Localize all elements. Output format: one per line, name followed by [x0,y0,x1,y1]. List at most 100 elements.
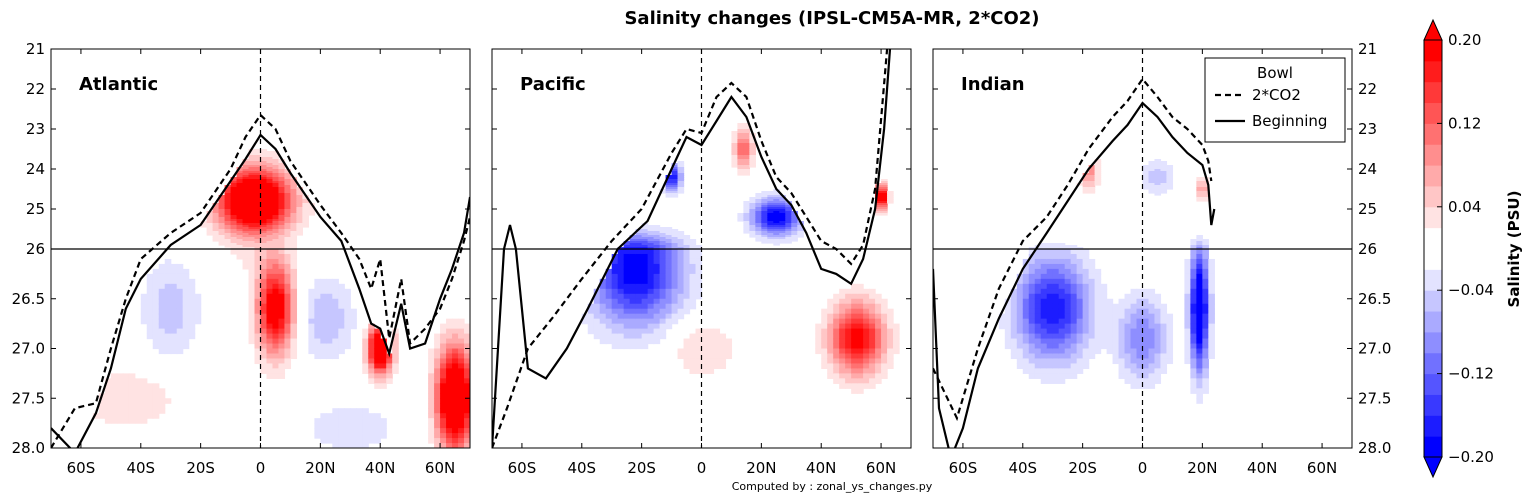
heatmap-cell [749,217,756,220]
heatmap-cell [689,288,697,295]
heatmap-cell [761,209,768,212]
heatmap-cell [338,283,345,290]
heatmap-cell [200,223,208,226]
heatmap-cell [653,288,661,295]
heatmap-cell [767,233,774,236]
heatmap-cell [308,348,315,355]
heatmap-cell [863,378,870,384]
heatmap-cell [230,191,238,194]
heatmap-cell [296,195,303,198]
heatmap-cell [833,368,840,374]
heatmap-cell [362,368,369,374]
y-tick-label-left: 28.0 [12,439,45,457]
heatmap-cell [1094,179,1102,182]
heatmap-cell [737,163,744,166]
heatmap-cell [671,171,679,174]
heatmap-cell [206,221,214,224]
heatmap-cell [785,221,792,224]
heatmap-cell [623,263,631,270]
heatmap-cell [653,278,661,285]
heatmap-cell [1058,278,1066,285]
heatmap-cell [773,219,780,222]
heatmap-cell [1202,358,1209,365]
heatmap-cell [1028,308,1036,315]
heatmap-cell [278,283,286,290]
heatmap-cell [779,205,786,208]
heatmap-cell [683,303,691,310]
heatmap-cell [332,423,339,429]
heatmap-cell [839,333,846,340]
heatmap-cell [737,127,744,130]
heatmap-cell [1166,328,1174,335]
heatmap-cell [260,191,268,194]
heatmap-cell [1052,368,1060,374]
heatmap-cell [665,303,673,310]
heatmap-cell [392,353,399,360]
heatmap-cell [320,343,327,350]
heatmap-cell [104,398,112,404]
heatmap-cell [248,155,256,158]
heatmap-cell [284,229,292,232]
heatmap-cell [290,225,298,228]
heatmap-cell [146,383,154,389]
heatmap-cell [446,388,453,394]
heatmap-cell [731,155,739,158]
heatmap-cell [344,443,351,448]
heatmap-cell [827,373,834,379]
heatmap-cell [278,171,286,174]
heatmap-cell [1088,333,1096,340]
heatmap-cell [284,197,292,200]
heatmap-cell [434,363,441,370]
heatmap-cell [1070,323,1078,330]
heatmap-cell [272,229,280,232]
heatmap-cell [266,163,274,166]
heatmap-cell [266,153,274,156]
heatmap-cell [122,373,130,379]
heatmap-cell [272,187,280,190]
heatmap-cell [248,235,256,238]
heatmap-cell [1016,298,1024,305]
heatmap-cell [833,378,840,384]
heatmap-cell [302,211,309,214]
heatmap-cell [1028,298,1036,305]
heatmap-cell [671,167,679,170]
heatmap-cell [653,318,661,325]
heatmap-cell [1190,358,1197,365]
heatmap-cell [1196,195,1203,198]
heatmap-cell [326,413,333,419]
heatmap-cell [170,273,178,280]
heatmap-cell [1130,338,1138,345]
heatmap-cell [1100,323,1108,330]
heatmap-cell [863,338,870,345]
heatmap-cell [446,338,453,345]
heatmap-cell [1040,348,1048,355]
heatmap-cell [278,193,286,196]
heatmap-cell [164,338,172,345]
heatmap-cell [1202,373,1209,379]
heatmap-cell [350,438,357,444]
heatmap-cell [260,225,268,228]
heatmap-cell [827,348,834,355]
heatmap-cell [254,353,262,360]
heatmap-cell [128,418,136,424]
heatmap-cell [428,438,435,444]
heatmap-cell [368,338,375,345]
heatmap-cell [773,239,780,242]
heatmap-cell [344,318,351,325]
heatmap-cell [641,313,649,320]
heatmap-cell [887,201,894,204]
heatmap-cell [254,293,262,300]
heatmap-cell [170,283,178,290]
heatmap-cell [332,328,339,335]
heatmap-cell [1166,323,1174,330]
heatmap-cell [278,243,286,246]
heatmap-cell [719,358,727,365]
heatmap-cell [284,245,292,248]
heatmap-cell [260,155,268,158]
heatmap-cell [308,209,315,212]
heatmap-cell [749,151,756,154]
heatmap-cell [671,243,679,246]
heatmap-cell [236,211,244,214]
heatmap-cell [1142,171,1150,174]
heatmap-cell [647,235,655,238]
